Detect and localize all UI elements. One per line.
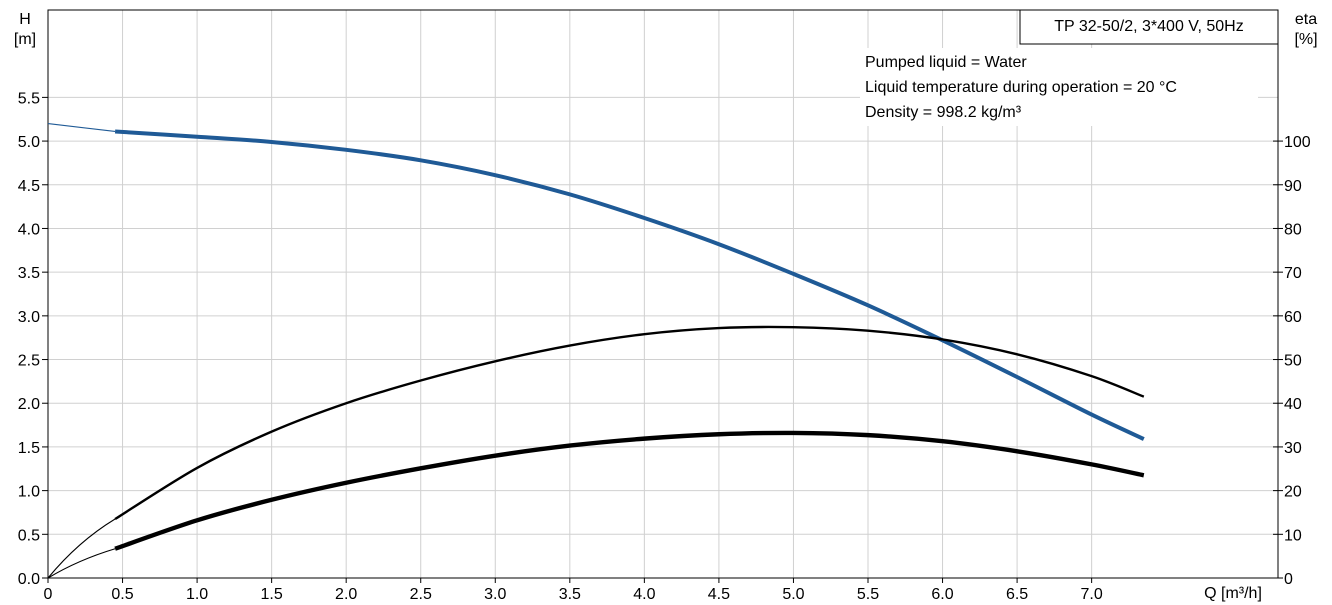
plot-frame <box>47 9 1279 579</box>
y-left-tick-label: 1.5 <box>18 440 40 457</box>
x-axis-label: Q [m³/h] <box>1204 585 1262 602</box>
y-right-label-top: eta <box>1295 11 1317 28</box>
y-right-label-bottom: [%] <box>1294 31 1317 48</box>
x-tick-label: 3.0 <box>484 586 506 603</box>
y-right-tick-label: 80 <box>1284 221 1302 238</box>
x-tick-label: 7.0 <box>1081 586 1103 603</box>
series-2-line <box>114 430 1145 551</box>
y-right-tick-label: 10 <box>1284 527 1302 544</box>
y-right-tick-label: 20 <box>1284 484 1302 501</box>
series-group <box>47 123 1145 579</box>
series-0-extrapolation <box>47 123 116 133</box>
y-left-tick-label: 0.5 <box>18 527 40 544</box>
axis-ticks: 0 0.5 1.0 1.5 2.0 2.5 3.0 3.5 4.0 4.5 5.0 5.5 6.0 6.5… <box>18 90 1311 603</box>
title-box <box>1019 9 1279 45</box>
x-tick-label: 1.0 <box>186 586 208 603</box>
y-left-tick-label: 4.5 <box>18 178 40 195</box>
x-tick-label: 0.5 <box>111 586 133 603</box>
y-left-tick-label: 3.0 <box>18 309 40 326</box>
y-left-label-bottom: [m] <box>14 31 36 48</box>
y-right-tick-label: 30 <box>1284 440 1302 457</box>
x-tick-label: 2.0 <box>335 586 357 603</box>
info-line-density: Density = 998.2 kg/m³ <box>865 104 1022 121</box>
y-right-tick-label: 90 <box>1284 178 1302 195</box>
x-tick-label: 4.0 <box>633 586 655 603</box>
y-right-tick-label: 0 <box>1284 571 1293 588</box>
y-left-tick-label: 1.0 <box>18 484 40 501</box>
y-left-tick-label: 2.0 <box>18 396 40 413</box>
x-tick-label: 5.5 <box>857 586 879 603</box>
series-1-line <box>114 325 1145 521</box>
x-tick-label: 5.0 <box>782 586 804 603</box>
y-right-tick-label: 100 <box>1284 134 1311 151</box>
y-left-tick-label: 5.5 <box>18 90 40 107</box>
x-tick-label: 2.5 <box>410 586 432 603</box>
y-left-tick-label: 0.0 <box>18 571 40 588</box>
x-tick-label: 6.0 <box>931 586 953 603</box>
series-0-line <box>114 129 1145 441</box>
y-right-tick-label: 40 <box>1284 396 1302 413</box>
y-right-tick-label: 70 <box>1284 265 1302 282</box>
y-left-tick-label: 5.0 <box>18 134 40 151</box>
series-1-extrapolation <box>47 518 116 579</box>
series-2-extrapolation <box>47 548 116 579</box>
x-tick-label: 0 <box>44 586 53 603</box>
y-left-tick-label: 4.0 <box>18 221 40 238</box>
x-tick-label: 4.5 <box>708 586 730 603</box>
y-left-label-top: H <box>19 11 31 28</box>
info-line-liquid: Pumped liquid = Water <box>865 54 1027 71</box>
chart-title: TP 32-50/2, 3*400 V, 50Hz <box>1054 18 1243 35</box>
y-left-tick-label: 2.5 <box>18 353 40 370</box>
x-tick-label: 6.5 <box>1006 586 1028 603</box>
x-tick-label: 1.5 <box>261 586 283 603</box>
y-right-tick-label: 60 <box>1284 309 1302 326</box>
y-left-tick-label: 3.5 <box>18 265 40 282</box>
y-right-tick-label: 50 <box>1284 353 1302 370</box>
info-backdrop <box>860 48 1258 126</box>
info-line-temperature: Liquid temperature during operation = 20… <box>865 79 1177 96</box>
x-tick-label: 3.5 <box>559 586 581 603</box>
